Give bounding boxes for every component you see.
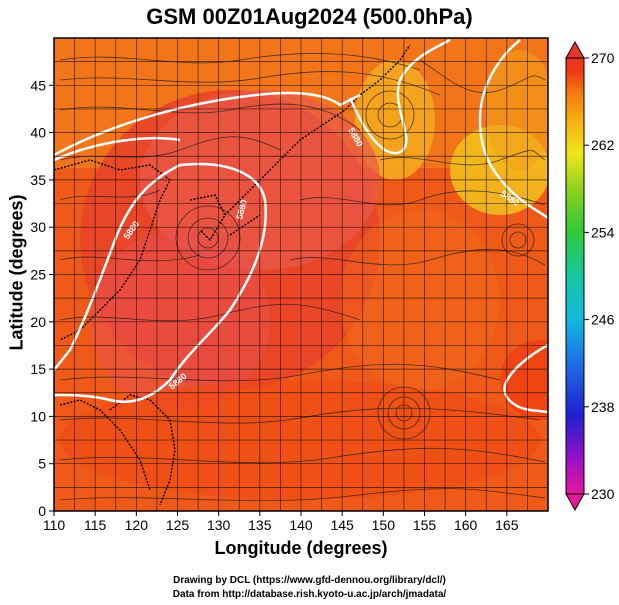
colorbar: 270 262 254 246 238 230 [565, 40, 615, 512]
coastlines [54, 44, 411, 506]
y-tick-label: 15 [30, 361, 46, 377]
x-tick-label: 120 [125, 517, 149, 533]
x-axis-ticks: 110 115 120 125 130 135 140 145 150 155 160 165 [43, 511, 519, 533]
plot-frame [53, 37, 549, 512]
x-tick-label: 130 [207, 517, 231, 533]
y-tick-label: 25 [30, 267, 46, 283]
colorbar-gradient [565, 57, 585, 495]
y-tick-label: 30 [30, 219, 46, 235]
x-tick-label: 145 [330, 517, 354, 533]
y-axis-label: Latitude (degrees) [6, 194, 27, 351]
colorbar-tick-label: 254 [591, 224, 615, 240]
credit-drawing: Drawing by DCL (https://www.gfd-dennou.o… [173, 575, 446, 586]
colorbar-tick-label: 238 [591, 399, 615, 415]
y-tick-label: 40 [30, 125, 46, 141]
colorbar-ticks: 270 262 254 246 238 230 [584, 50, 615, 502]
colorbar-tick-label: 246 [591, 312, 615, 328]
colorbar-tick-label: 230 [591, 486, 615, 502]
credit-data: Data from http://database.rish.kyoto-u.a… [172, 589, 447, 600]
x-tick-label: 160 [454, 517, 478, 533]
x-tick-label: 155 [413, 517, 437, 533]
y-tick-label: 35 [30, 172, 46, 188]
x-tick-label: 135 [248, 517, 272, 533]
colorbar-upper-arrow [565, 40, 585, 59]
y-tick-label: 20 [30, 314, 46, 330]
geopotential-contours [54, 38, 548, 414]
y-tick-label: 10 [30, 408, 46, 424]
colorbar-lower-arrow [565, 493, 585, 512]
y-tick-label: 45 [30, 77, 46, 93]
x-tick-label: 165 [495, 517, 519, 533]
x-axis-label: Longitude (degrees) [214, 538, 388, 558]
x-tick-label: 150 [372, 517, 396, 533]
x-tick-label: 140 [289, 517, 313, 533]
y-tick-label: 0 [38, 503, 46, 519]
y-tick-label: 5 [38, 456, 46, 472]
chart-title: GSM 00Z01Aug2024 (500.0hPa) [146, 4, 473, 29]
x-tick-label: 110 [43, 517, 66, 533]
lat-lon-grid [53, 37, 549, 512]
colorbar-tick-label: 270 [591, 50, 615, 66]
x-tick-label: 125 [166, 517, 190, 533]
colorbar-tick-label: 262 [591, 137, 615, 153]
y-axis-ticks: 0 5 10 15 20 25 30 35 40 45 [30, 77, 54, 519]
x-tick-label: 115 [84, 517, 107, 533]
